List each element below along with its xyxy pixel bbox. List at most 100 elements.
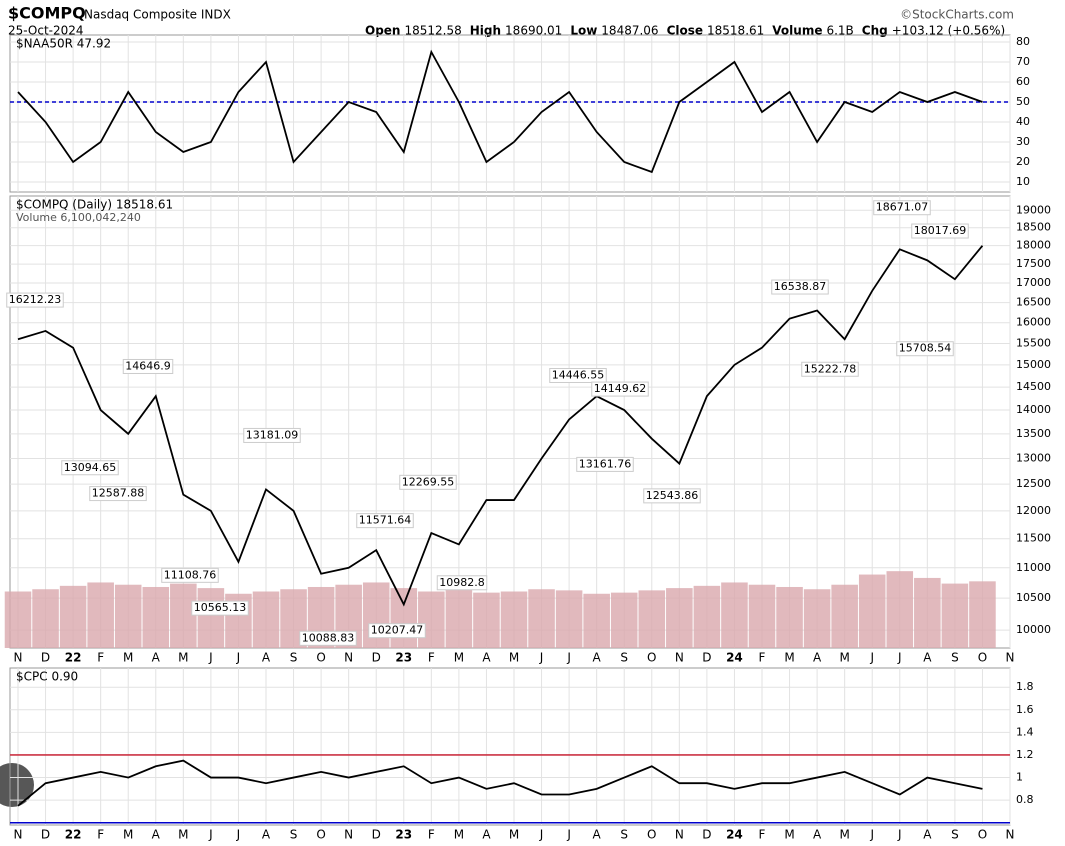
annotation-box <box>243 427 301 443</box>
panel-legend: $COMPQ (Daily) 18518.61 <box>16 198 173 212</box>
x-tick-label: 22 <box>65 828 82 842</box>
x-tick-label: J <box>566 651 571 665</box>
y-tick-label: 15000 <box>1016 358 1051 371</box>
y-tick-label: 0.8 <box>1016 793 1034 806</box>
volume-bar <box>831 584 858 648</box>
y-tick-label: 1.6 <box>1016 703 1034 716</box>
annotation-box <box>6 292 64 308</box>
index-name: Nasdaq Composite INDX <box>84 8 231 22</box>
y-tick-label: 18500 <box>1016 221 1051 234</box>
x-tick-label: J <box>566 828 571 842</box>
annotation: 14446.55 <box>552 368 605 381</box>
panel-legend: $NAA50R 47.92 <box>16 37 111 51</box>
source: ©StockCharts.com <box>900 8 1014 22</box>
annotation: 18671.07 <box>876 201 929 214</box>
x-tick-label: D <box>702 651 711 665</box>
panel-legend: $CPC 0.90 <box>16 670 78 684</box>
y-tick-label: 11000 <box>1016 561 1051 574</box>
annotation-box <box>549 367 607 383</box>
annotation: 12543.86 <box>646 489 699 502</box>
x-tick-label: N <box>675 651 684 665</box>
volume-bar <box>362 582 390 648</box>
x-tick-label: A <box>923 651 932 665</box>
y-tick-label: 16500 <box>1016 296 1051 309</box>
y-tick-label: 40 <box>1016 115 1030 128</box>
annotation-box <box>771 279 829 295</box>
x-tick-label: S <box>620 651 628 665</box>
x-tick-label: D <box>41 828 50 842</box>
annotation: 13094.65 <box>64 461 117 474</box>
annotation-box <box>89 486 147 502</box>
y-tick-label: 13500 <box>1016 427 1051 440</box>
annotation-box <box>299 630 357 646</box>
y-tick-label: 50 <box>1016 95 1030 108</box>
quote-label: Close <box>667 24 703 38</box>
x-tick-label: F <box>428 651 435 665</box>
y-tick-label: 14500 <box>1016 380 1051 393</box>
y-tick-label: 20 <box>1016 155 1030 168</box>
x-tick-label: O <box>647 651 656 665</box>
y-tick-label: 1.2 <box>1016 748 1034 761</box>
annotation: 12269.55 <box>402 475 455 488</box>
quote-value: 6.1B <box>826 24 853 38</box>
volume-bar <box>59 585 87 648</box>
x-tick-label: F <box>428 828 435 842</box>
quote-value: 18690.01 <box>505 24 562 38</box>
volume-bar <box>473 592 500 648</box>
x-tick-label: N <box>1006 828 1015 842</box>
quote-label: Open <box>365 24 400 38</box>
x-tick-label: M <box>454 651 464 665</box>
x-tick-label: D <box>372 651 381 665</box>
annotation: 11571.64 <box>359 514 412 527</box>
quote-value: +103.12 (+0.56%) <box>892 24 1005 38</box>
volume-bar <box>170 583 197 648</box>
series-line <box>17 759 983 807</box>
volume-bar <box>610 592 638 648</box>
volume-bar <box>528 589 555 648</box>
volume-bar <box>969 581 996 648</box>
x-tick-label: D <box>41 651 50 665</box>
annotation: 11108.76 <box>164 568 217 581</box>
y-tick-label: 70 <box>1016 55 1030 68</box>
x-tick-label: O <box>316 651 325 665</box>
annotation: 14149.62 <box>594 382 647 395</box>
annotation: 15708.54 <box>899 342 952 355</box>
volume-bar <box>555 590 583 648</box>
x-tick-label: F <box>759 828 766 842</box>
volume-bar <box>142 586 170 648</box>
annotation: 15222.78 <box>804 362 857 375</box>
annotation-box <box>399 474 457 490</box>
x-tick-label: F <box>97 828 104 842</box>
annotation-box <box>61 460 119 476</box>
volume-bar <box>858 574 886 648</box>
quote: Open 18512.58 High 18690.01 Low 18487.06 Close… <box>365 24 1005 38</box>
x-tick-label: N <box>1006 651 1015 665</box>
x-tick-label: S <box>620 828 628 842</box>
x-tick-label: J <box>869 828 874 842</box>
annotation-box <box>161 567 219 583</box>
x-tick-label: A <box>262 828 271 842</box>
y-tick-label: 18000 <box>1016 239 1051 252</box>
overlay-icon[interactable] <box>0 763 34 807</box>
x-tick-label: A <box>813 651 822 665</box>
annotation-box <box>191 600 249 616</box>
date: 25-Oct-2024 <box>8 24 84 38</box>
quote-label: Volume <box>772 24 822 38</box>
volume-bar <box>776 586 803 648</box>
quote-label: High <box>470 24 501 38</box>
y-tick-label: 10500 <box>1016 591 1051 604</box>
x-tick-label: A <box>262 651 271 665</box>
x-tick-label: A <box>923 828 932 842</box>
volume-bar <box>32 589 59 648</box>
annotation-box <box>436 575 488 591</box>
x-tick-label: M <box>784 651 794 665</box>
x-tick-label: O <box>647 828 656 842</box>
volume-bar <box>87 582 114 648</box>
x-tick-label: F <box>759 651 766 665</box>
x-tick-label: N <box>675 828 684 842</box>
x-tick-label: J <box>897 828 902 842</box>
volume-legend: Volume 6,100,042,240 <box>16 211 141 224</box>
x-tick-label: O <box>978 651 987 665</box>
y-tick-label: 80 <box>1016 35 1030 48</box>
